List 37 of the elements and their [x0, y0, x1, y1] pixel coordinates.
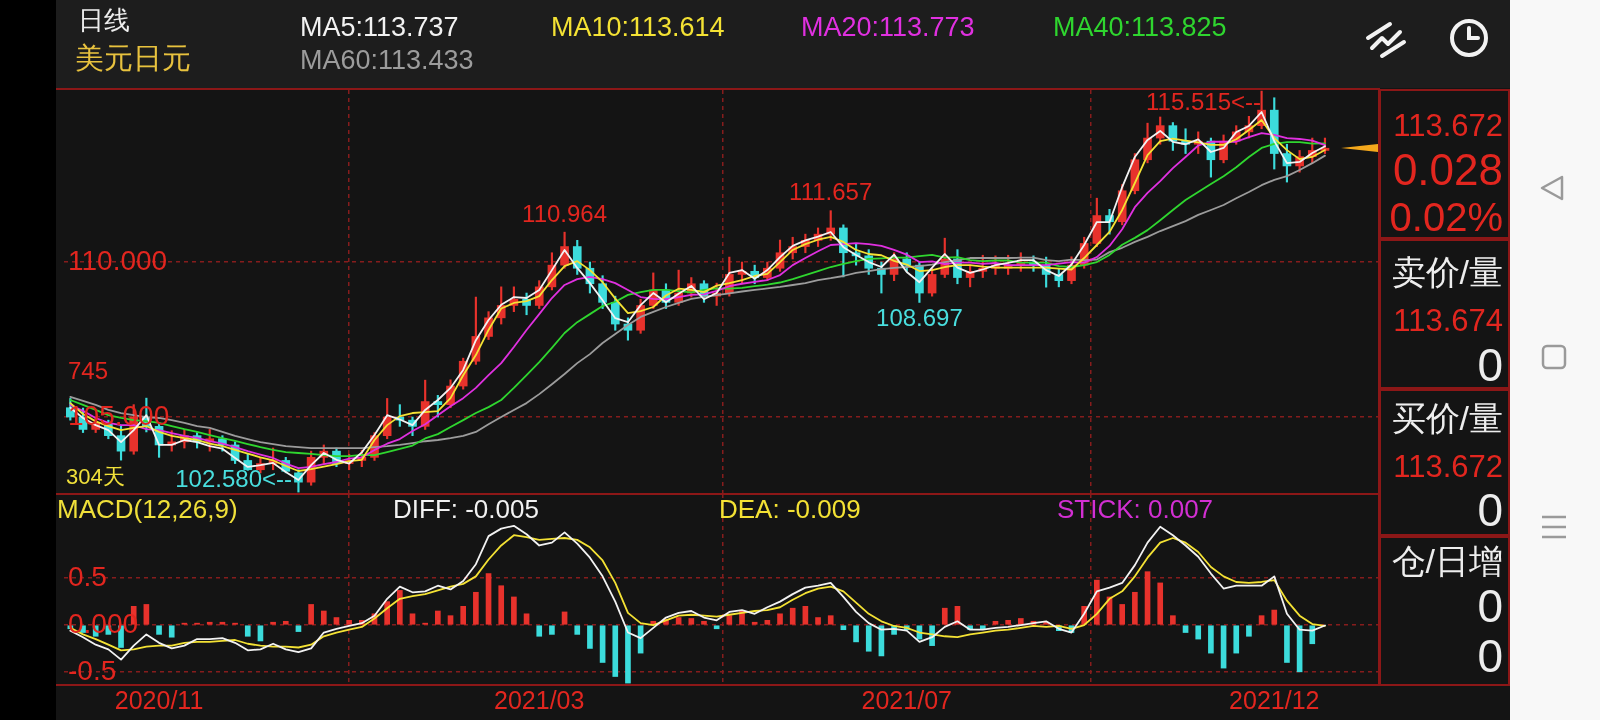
text: DEA: -0.009 [719, 493, 861, 524]
x-tick-label: 2021/03 [494, 685, 585, 714]
annotation: STICK: 0.007 [1057, 493, 1214, 524]
text: 买价/量 [1391, 399, 1503, 438]
text: 0.028 [1392, 144, 1503, 195]
annotation: 745 [68, 356, 109, 384]
text: 0 [1477, 483, 1503, 536]
text: 0 [1477, 338, 1503, 391]
annotation: 110.964 [522, 199, 608, 227]
x-tick-label: 2021/07 [861, 685, 952, 714]
chart-title: 日线 [78, 4, 130, 35]
x-tick-label: 2020/11 [114, 685, 204, 714]
y-tick-label: 0.5 [68, 560, 107, 592]
text: 0.02% [1389, 195, 1503, 239]
text: 113.674 [1393, 302, 1503, 339]
x-tick-label: 2021/12 [1229, 685, 1320, 714]
annotation: 108.697 [876, 304, 963, 332]
text: MA5:113.737 [300, 12, 459, 43]
annotation: 111.657 [789, 178, 873, 206]
text: 卖价/量 [1391, 253, 1503, 292]
text: 0 [1477, 579, 1503, 632]
text: 0 [1477, 629, 1503, 682]
chart-title: MACD(12,26,9) [57, 493, 238, 524]
text: MA10:113.614 [551, 12, 725, 43]
text: MA60:113.433 [300, 45, 474, 76]
text: 113.672 [1393, 107, 1503, 144]
text: 仓/日增 [1391, 542, 1503, 581]
annotation: 115.515<-- [1146, 87, 1261, 115]
text: 113.672 [1393, 448, 1503, 485]
y-tick-label: -0.5 [68, 654, 117, 686]
series-label: DIFF: -0.005 [393, 493, 539, 524]
y-tick-label: 110.000 [68, 244, 168, 276]
text: MA20:113.773 [801, 12, 975, 43]
text: MA40:113.825 [1053, 12, 1227, 43]
annotation: 304天 [66, 464, 125, 490]
annotation: 102.580<-- [175, 464, 292, 492]
chart-subtitle: 美元日元 [75, 42, 191, 75]
